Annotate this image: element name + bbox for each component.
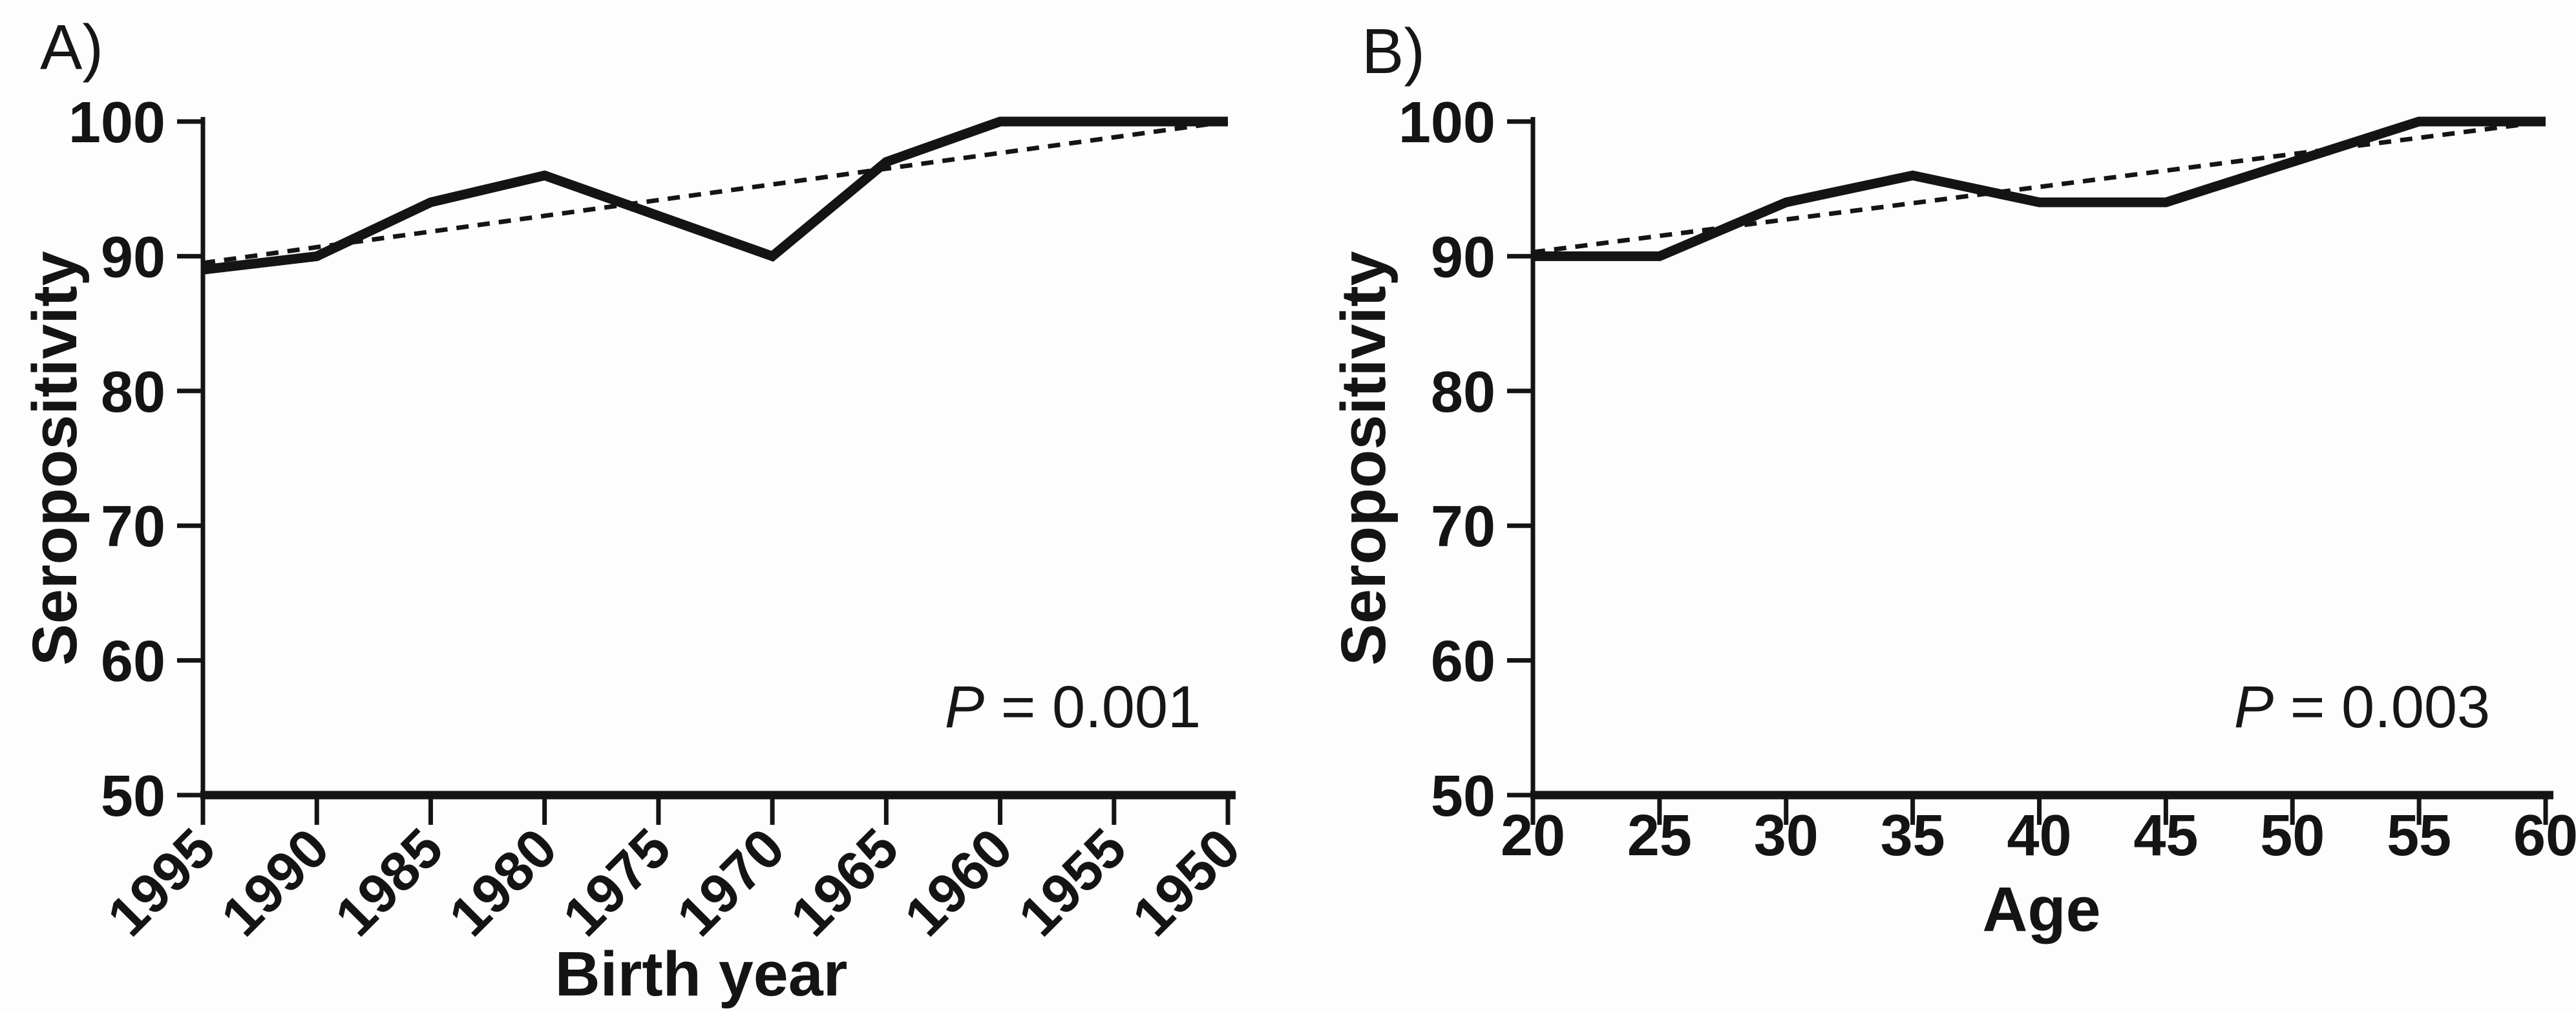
y-tick-label: 70 [1431,495,1495,559]
panel-a-p-value: P = 0.001 [945,674,1201,740]
x-tick-label: 55 [2387,803,2451,868]
panel-b-y-axis-title: Seropositivity [1328,251,1399,665]
x-tick-label: 1980 [438,817,569,948]
x-tick-label: 45 [2133,803,2198,868]
x-tick-label: 25 [1627,803,1692,868]
panel-b-plot-area: 50 60 70 80 90 100 20 25 30 35 40 45 50 55 60 [1399,90,2576,868]
x-tick-label: 1970 [665,817,796,948]
y-tick-label: 60 [101,630,165,694]
p-value-text: = 0.003 [2274,674,2490,740]
y-tick-label: 100 [1399,90,1495,155]
y-tick-label: 100 [69,90,165,155]
panel-a-chart: A) Seropositivity Birth year P = 0.001 5… [19,12,1252,1009]
x-tick-label: 1995 [96,817,227,948]
x-tick-label: 1960 [893,817,1024,948]
x-tick-label: 50 [2260,803,2325,868]
panel-a-x-axis-title: Birth year [555,939,848,1009]
panel-b-label: B) [1362,16,1425,87]
y-tick-label: 60 [1431,630,1495,694]
x-tick-label: 30 [1754,803,1819,868]
x-tick-label: 1975 [551,817,682,948]
p-symbol: P [945,674,984,740]
x-tick-label: 60 [2513,803,2576,868]
x-tick-label: 1985 [324,817,455,948]
y-tick-label: 80 [1431,360,1495,425]
p-symbol: P [2234,674,2274,740]
x-tick-label: 1990 [209,817,341,948]
y-tick-label: 70 [101,495,165,559]
observed-seropositivity-line [202,116,1228,275]
y-tick-label: 80 [101,360,165,425]
p-value-text: = 0.001 [984,674,1201,740]
panel-b-p-value: P = 0.003 [2234,674,2490,740]
panel-a-label: A) [40,12,103,83]
x-tick-label: 1965 [779,817,911,948]
x-tick-label: 40 [2007,803,2071,868]
y-tick-label: 50 [101,764,165,829]
panel-a-y-axis-title: Seropositivity [19,251,90,665]
linear-trend-line [1532,119,2546,255]
y-tick-label: 90 [1431,225,1495,290]
panel-a-plot-area: 5060708090100199519901985198019751970196… [69,90,1252,948]
panel-b-x-axis-title: Age [1982,874,2100,944]
y-tick-label: 50 [1431,764,1495,829]
x-tick-label: 20 [1501,803,1565,868]
observed-seropositivity-line [1533,116,2546,261]
panel-b-chart: B) Seropositivity Age P = 0.003 50 60 70 80… [1328,16,2576,944]
x-tick-label: 1955 [1007,817,1138,948]
linear-trend-line [202,119,1229,266]
x-tick-label: 1950 [1121,817,1252,948]
y-tick-label: 90 [101,225,165,290]
x-tick-label: 35 [1881,803,1945,868]
